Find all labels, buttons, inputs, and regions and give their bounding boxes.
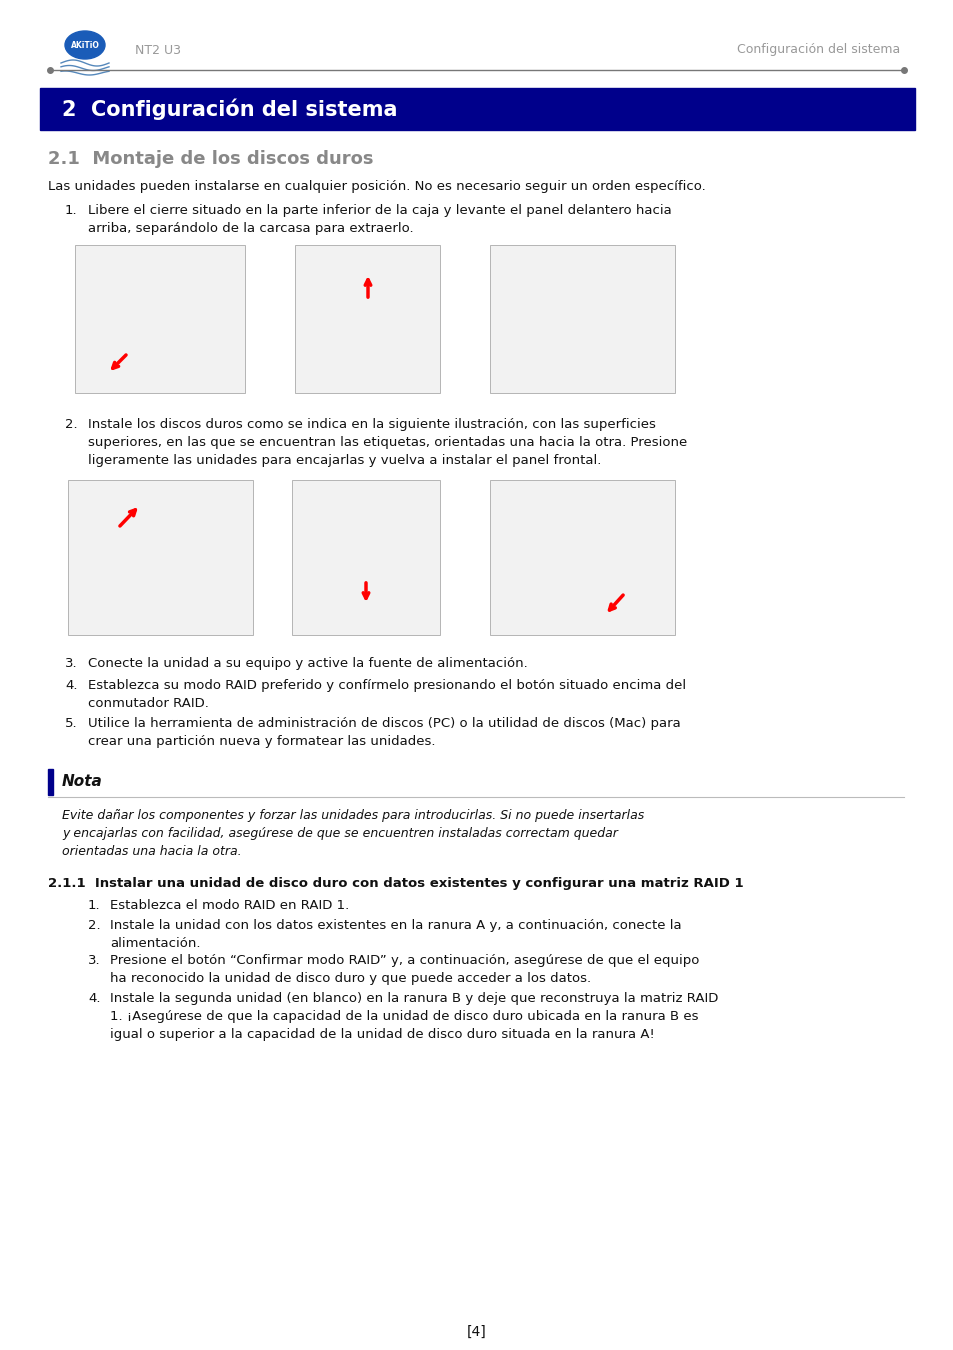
Bar: [68, 481, 253, 634]
Text: Instale la unidad con los datos existentes en la ranura A y, a continuación, con: Instale la unidad con los datos existent…: [110, 919, 680, 950]
Text: Nota: Nota: [62, 775, 103, 790]
Text: Evite dañar los componentes y forzar las unidades para introducirlas. Si no pued: Evite dañar los componentes y forzar las…: [62, 809, 643, 859]
Text: 1.: 1.: [88, 899, 100, 913]
Text: 5.: 5.: [65, 717, 77, 730]
Text: Utilice la herramienta de administración de discos (PC) o la utilidad de discos : Utilice la herramienta de administración…: [88, 717, 680, 748]
Text: Las unidades pueden instalarse en cualquier posición. No es necesario seguir un : Las unidades pueden instalarse en cualqu…: [48, 180, 705, 193]
Text: Establezca el modo RAID en RAID 1.: Establezca el modo RAID en RAID 1.: [110, 899, 349, 913]
Text: [4]: [4]: [467, 1324, 486, 1339]
Text: 3.: 3.: [65, 657, 77, 670]
Text: Instale los discos duros como se indica en la siguiente ilustración, con las sup: Instale los discos duros como se indica …: [88, 418, 686, 467]
Text: Conecte la unidad a su equipo y active la fuente de alimentación.: Conecte la unidad a su equipo y active l…: [88, 657, 527, 670]
Text: NT2 U3: NT2 U3: [135, 43, 181, 57]
Bar: [48, 769, 53, 795]
Text: 2  Configuración del sistema: 2 Configuración del sistema: [62, 99, 397, 120]
Text: Presione el botón “Confirmar modo RAID” y, a continuación, asegúrese de que el e: Presione el botón “Confirmar modo RAID” …: [110, 954, 699, 986]
Text: 2.1.1  Instalar una unidad de disco duro con datos existentes y configurar una m: 2.1.1 Instalar una unidad de disco duro …: [48, 878, 742, 890]
Text: 1.: 1.: [65, 204, 77, 217]
Bar: [490, 481, 675, 634]
Text: 2.1  Montaje de los discos duros: 2.1 Montaje de los discos duros: [48, 150, 374, 167]
Bar: [294, 244, 439, 393]
Bar: [490, 244, 675, 393]
Text: Establezca su modo RAID preferido y confírmelo presionando el botón situado enci: Establezca su modo RAID preferido y conf…: [88, 679, 685, 710]
Bar: [292, 481, 439, 634]
Ellipse shape: [65, 31, 105, 59]
Bar: [40, 88, 914, 130]
Text: 4.: 4.: [88, 992, 100, 1004]
Bar: [75, 244, 245, 393]
Text: 2.: 2.: [65, 418, 77, 431]
Text: 4.: 4.: [65, 679, 77, 693]
Text: Instale la segunda unidad (en blanco) en la ranura B y deje que reconstruya la m: Instale la segunda unidad (en blanco) en…: [110, 992, 718, 1041]
Text: 3.: 3.: [88, 954, 100, 967]
Text: AKiTiO: AKiTiO: [71, 40, 99, 50]
Text: Libere el cierre situado en la parte inferior de la caja y levante el panel dela: Libere el cierre situado en la parte inf…: [88, 204, 671, 235]
Text: Configuración del sistema: Configuración del sistema: [736, 43, 899, 57]
Text: 2.: 2.: [88, 919, 100, 931]
